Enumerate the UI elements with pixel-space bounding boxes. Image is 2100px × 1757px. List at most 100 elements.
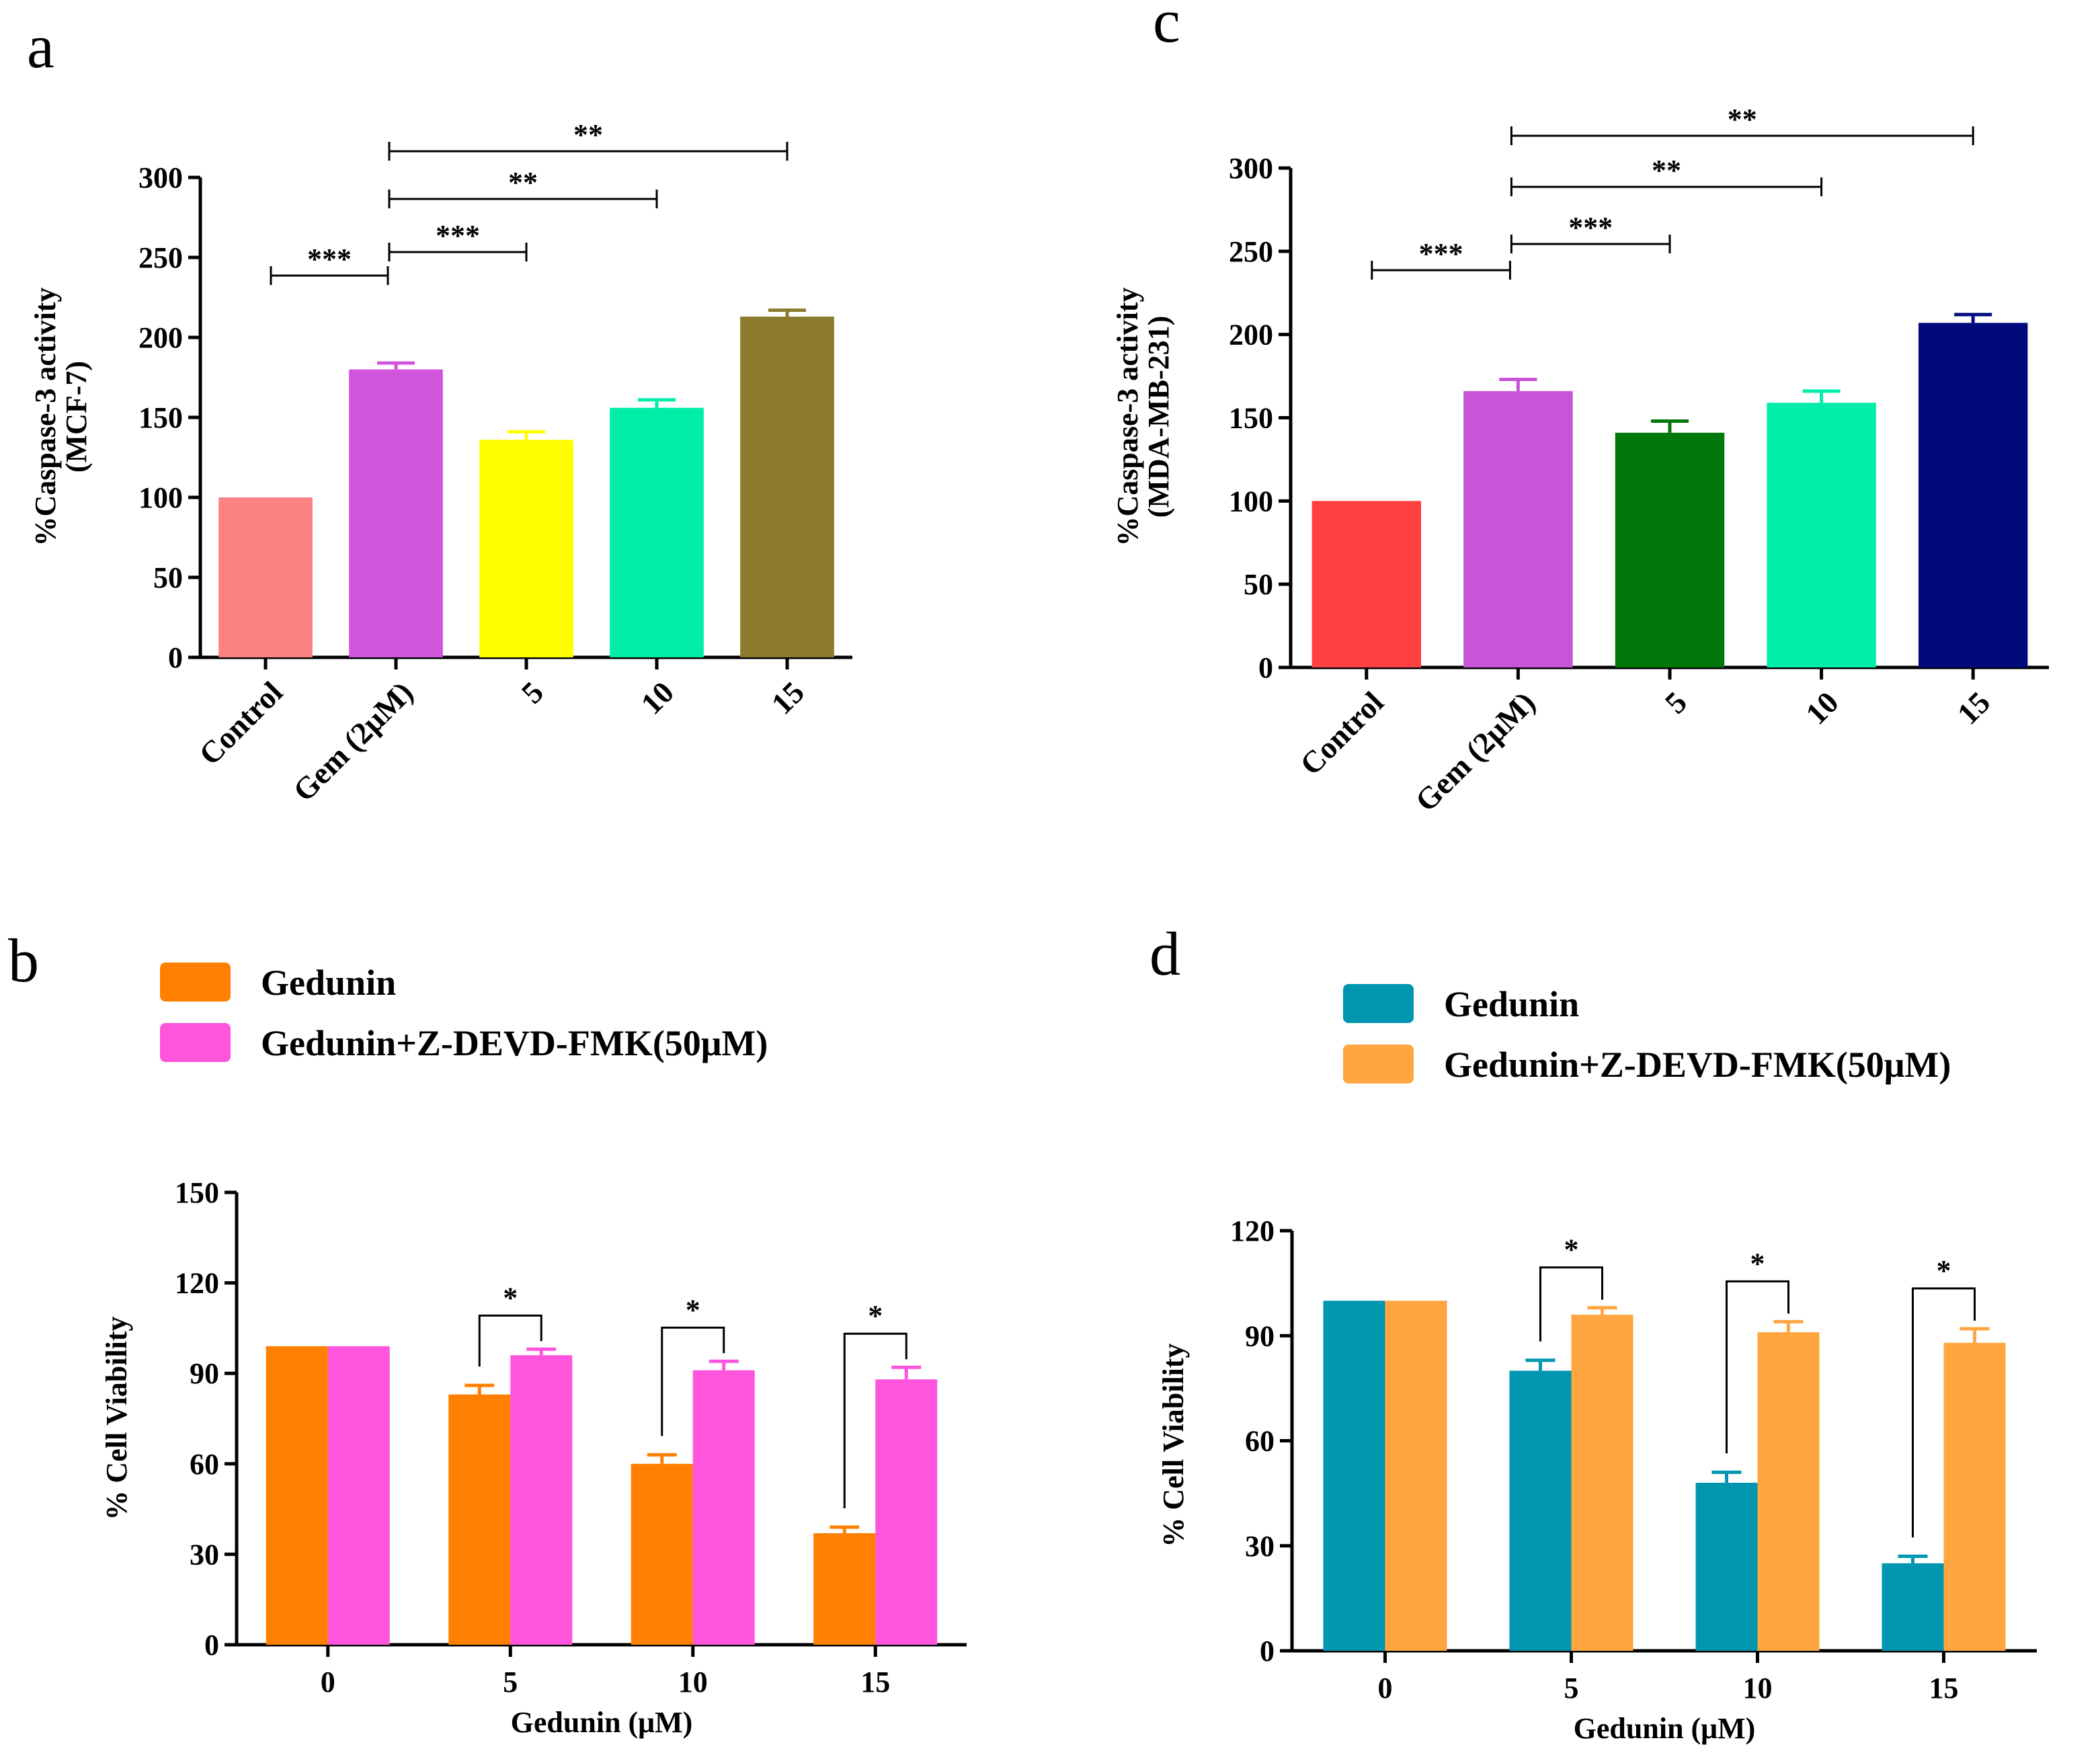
bar-gedunin <box>1509 1371 1572 1651</box>
x-category-label: 15 <box>860 1666 890 1699</box>
x-category-label: 10 <box>678 1666 708 1699</box>
bar-gedunin <box>448 1394 511 1645</box>
y-tick-label: 30 <box>190 1538 219 1571</box>
y-tick-label: 30 <box>1245 1530 1275 1563</box>
panel-d-letter: d <box>1149 920 1180 988</box>
y-tick-label: 0 <box>1260 1635 1275 1668</box>
panel-b-letter: b <box>8 926 39 995</box>
bar-gedunin-zdevd <box>327 1346 390 1645</box>
significance-bracket <box>843 1332 907 1509</box>
significance-bracket <box>661 1326 725 1436</box>
x-category-label: 10 <box>1799 685 1845 731</box>
bar-gedunin <box>631 1463 693 1645</box>
significance-label: * <box>1937 1254 1951 1287</box>
y-tick-label: 0 <box>168 641 183 674</box>
bar-gedunin-zdevd <box>875 1379 938 1645</box>
y-tick-label: 120 <box>1230 1215 1275 1248</box>
x-category-label: 5 <box>1564 1672 1579 1705</box>
significance-label: *** <box>1568 211 1613 244</box>
y-tick-label: 250 <box>1229 235 1273 268</box>
panel-c-chart: 0 50 100 150 200 250 300 Control Gem (2μM) 5 10 15%… <box>1111 103 2049 818</box>
bar-gedunin <box>1695 1483 1758 1651</box>
y-tick-label: 300 <box>138 161 183 194</box>
x-category-label: 0 <box>1378 1672 1393 1705</box>
bar <box>1311 501 1422 667</box>
y-tick-label: 120 <box>175 1267 219 1300</box>
x-category-label: Control <box>192 675 289 772</box>
bar-gedunin-zdevd <box>692 1370 755 1645</box>
x-category-label: 15 <box>1951 685 1997 731</box>
y-tick-label: 0 <box>204 1629 219 1662</box>
bar <box>1463 391 1573 667</box>
x-category-label: 15 <box>764 675 811 721</box>
x-category-label: 5 <box>515 675 550 710</box>
significance-label: * <box>503 1281 518 1314</box>
y-tick-label: 250 <box>138 241 183 274</box>
bar-gedunin-zdevd <box>1571 1315 1633 1651</box>
x-category-label: 0 <box>321 1666 335 1699</box>
bar <box>1918 323 2028 668</box>
y-axis-title: %Caspase-3 activity <box>29 288 62 546</box>
x-category-label: 10 <box>634 675 680 721</box>
legend-label: Gedunin+Z-DEVD-FMK(50μM) <box>261 1023 768 1063</box>
legend-swatch <box>160 1023 231 1062</box>
bar-gedunin-zdevd <box>1943 1342 2006 1651</box>
legend-label: Gedunin <box>261 963 396 1003</box>
bar-gedunin-zdevd <box>510 1355 573 1645</box>
legend-swatch <box>1343 1045 1414 1084</box>
legend-swatch <box>160 963 231 1002</box>
panel-c-letter: c <box>1153 0 1180 55</box>
x-category-label: Gem (2μM) <box>286 675 419 808</box>
significance-label: ** <box>1652 154 1681 187</box>
significance-bracket <box>1726 1280 1789 1454</box>
panel-a-letter: a <box>27 12 54 81</box>
x-category-label: Gem (2μM) <box>1408 685 1541 818</box>
x-category-label: Control <box>1293 685 1390 782</box>
significance-label: ** <box>573 118 603 151</box>
y-tick-label: 60 <box>190 1448 219 1481</box>
y-tick-label: 150 <box>138 401 183 434</box>
significance-label: *** <box>1419 237 1463 270</box>
significance-label: * <box>868 1299 883 1332</box>
y-tick-label: 300 <box>1229 152 1273 185</box>
bar <box>218 497 313 657</box>
y-tick-label: 90 <box>190 1357 219 1390</box>
bar-gedunin <box>266 1346 328 1645</box>
y-tick-label: 50 <box>153 561 183 594</box>
y-tick-label: 90 <box>1245 1319 1275 1352</box>
y-tick-label: 100 <box>1229 485 1273 518</box>
bar-gedunin-zdevd <box>1757 1332 1820 1651</box>
bar-gedunin <box>1323 1301 1385 1651</box>
bar <box>1615 432 1725 667</box>
bar-gedunin <box>813 1533 876 1645</box>
panel-d-chart: 0 30 60 90 120 0 5 10 15 * * * Gedunin Gedunin+Z-DEVD… <box>1157 984 2037 1745</box>
y-axis-subtitle: (MCF-7) <box>60 361 93 473</box>
y-axis-title: %Caspase-3 activity <box>1111 288 1144 546</box>
bar <box>349 369 443 657</box>
significance-label: * <box>1750 1247 1765 1280</box>
legend-swatch <box>1343 984 1414 1023</box>
y-tick-label: 200 <box>138 321 183 354</box>
bar <box>1767 403 1876 667</box>
bar <box>479 440 573 657</box>
bar <box>610 407 704 657</box>
y-tick-label: 60 <box>1245 1425 1275 1458</box>
y-axis-title: % Cell Viability <box>1157 1343 1190 1547</box>
legend-label: Gedunin <box>1444 984 1579 1024</box>
significance-label: *** <box>436 219 480 252</box>
x-category-label: 10 <box>1743 1672 1773 1705</box>
x-category-label: 15 <box>1929 1672 1959 1705</box>
significance-label: ** <box>1728 103 1757 136</box>
y-tick-label: 0 <box>1258 651 1273 684</box>
legend-label: Gedunin+Z-DEVD-FMK(50μM) <box>1444 1045 1951 1085</box>
bar-gedunin <box>1882 1563 1944 1651</box>
significance-bracket <box>1539 1266 1603 1342</box>
significance-label: * <box>686 1293 700 1326</box>
significance-label: *** <box>307 243 352 276</box>
y-axis-title: % Cell Viability <box>100 1316 133 1520</box>
significance-bracket <box>1912 1287 1976 1538</box>
y-tick-label: 100 <box>138 481 183 514</box>
y-axis-subtitle: (MDA-MB-231) <box>1142 316 1175 518</box>
